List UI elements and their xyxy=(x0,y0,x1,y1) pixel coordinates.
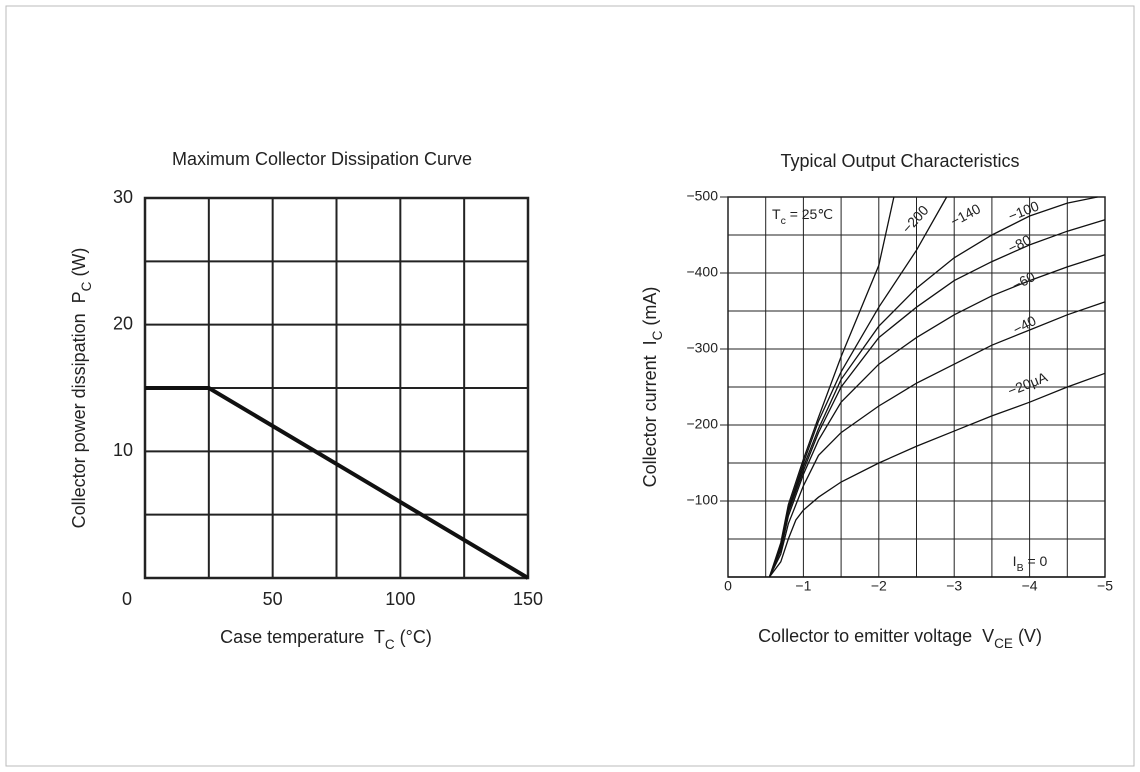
y-axis-label: Collector current IC (mA) xyxy=(640,287,665,488)
x-tick-label: −2 xyxy=(871,578,887,594)
y-tick-label: 10 xyxy=(113,440,133,460)
data-line xyxy=(768,301,1106,578)
x-tick-label: −1 xyxy=(795,578,811,594)
y-tick-label: −200 xyxy=(686,416,718,432)
data-line xyxy=(768,254,1106,578)
x-axis-label-part: C xyxy=(385,637,395,652)
x-tick-label: 150 xyxy=(513,589,543,609)
x-axis-label-part: CE xyxy=(994,636,1013,651)
frame xyxy=(5,5,1135,767)
annotation-part: c xyxy=(781,215,786,227)
x-tick-label: −5 xyxy=(1097,578,1113,594)
chart-title: Typical Output Characteristics xyxy=(780,151,1019,171)
series-label: −40 xyxy=(1010,312,1039,337)
data-line xyxy=(768,372,1106,578)
x-axis-label-part: (V) xyxy=(1013,626,1042,646)
x-axis-label-part: Case temperature T xyxy=(220,627,385,647)
y-axis-label: Collector power dissipation PC (W) xyxy=(69,248,94,529)
x-axis-label: Case temperature TC (°C) xyxy=(220,627,432,652)
series-label: −140 xyxy=(948,200,984,229)
x-tick-label: −4 xyxy=(1022,578,1038,594)
series-label-part: I xyxy=(1013,553,1017,569)
y-tick-label: −500 xyxy=(686,188,718,204)
x-axis-label-part: (°C) xyxy=(395,627,432,647)
x-tick-label: −3 xyxy=(946,578,962,594)
x-tick-label: 0 xyxy=(724,578,732,594)
y-tick-label: 20 xyxy=(113,313,133,333)
y-axis-label-part: Collector current I xyxy=(640,340,660,487)
x-axis-label: Collector to emitter voltage VCE (V) xyxy=(758,626,1042,651)
annotation: Tc = 25℃ xyxy=(772,206,833,227)
y-tick-label: −100 xyxy=(686,492,718,508)
y-axis-label-part: (mA) xyxy=(640,287,660,331)
annotation-part: = 25℃ xyxy=(786,206,833,222)
y-tick-label: 30 xyxy=(113,187,133,207)
x-tick-label: 0 xyxy=(122,589,132,609)
x-tick-label: 100 xyxy=(385,589,415,609)
chart-title: Maximum Collector Dissipation Curve xyxy=(172,149,472,169)
y-tick-label: −300 xyxy=(686,340,718,356)
series-label-part: = 0 xyxy=(1024,553,1048,569)
series-label: IB = 0 xyxy=(1013,553,1048,574)
y-axis-label-part: Collector power dissipation P xyxy=(69,291,89,528)
data-line xyxy=(145,386,530,580)
y-axis-label-part: C xyxy=(650,330,665,340)
series-label: −60 xyxy=(1009,268,1038,293)
annotation-part: T xyxy=(772,206,781,222)
y-axis-label-part: C xyxy=(79,281,94,291)
series-label-part: B xyxy=(1017,562,1024,574)
y-tick-label: −400 xyxy=(686,264,718,280)
x-tick-label: 50 xyxy=(263,589,283,609)
y-axis-label-part: (W) xyxy=(69,248,89,282)
series-label: −100 xyxy=(1006,197,1041,224)
data-line xyxy=(768,196,895,578)
series-label: −20μA xyxy=(1005,368,1050,398)
x-axis-label-part: Collector to emitter voltage V xyxy=(758,626,994,646)
